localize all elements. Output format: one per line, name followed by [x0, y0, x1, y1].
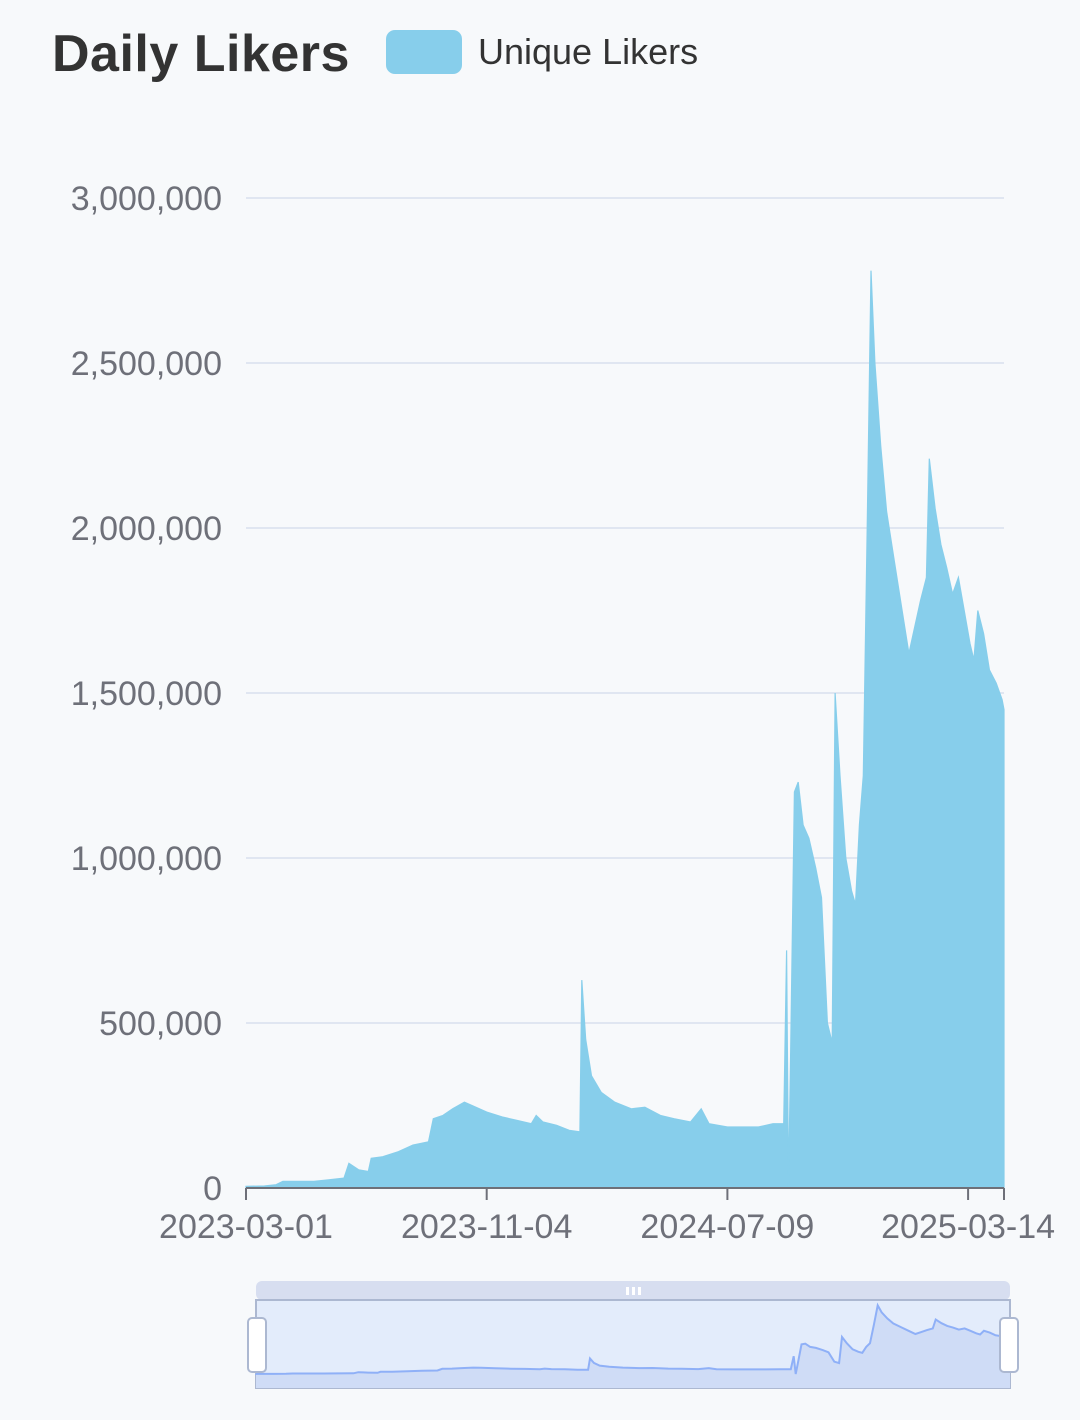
legend-item[interactable]: Unique Likers	[386, 30, 698, 74]
x-tick-label: 2023-11-04	[401, 1208, 572, 1246]
zoom-slider[interactable]	[247, 1281, 1019, 1389]
x-tick-label: 2024-07-09	[640, 1208, 814, 1246]
slider-grip	[632, 1287, 635, 1295]
y-tick-label: 3,000,000	[71, 180, 222, 218]
x-axis: 2023-03-01 2023-11-04 2024-07-09 2025-03-14	[159, 1187, 1055, 1246]
plot-area	[245, 270, 1005, 1189]
y-tick-label: 0	[203, 1170, 222, 1208]
y-tick-label: 500,000	[99, 1005, 222, 1043]
x-tick-label: 2023-03-01	[159, 1208, 333, 1246]
y-tick-label: 1,500,000	[71, 675, 222, 713]
legend-swatch	[386, 30, 462, 74]
slider-overview-line	[255, 1302, 1011, 1375]
series-unique-likers-area	[245, 270, 1005, 1189]
y-tick-label: 2,500,000	[71, 345, 222, 383]
slider-grip	[626, 1287, 629, 1295]
y-tick-label: 1,000,000	[71, 840, 222, 878]
legend-label: Unique Likers	[478, 31, 699, 72]
y-tick-label: 2,000,000	[71, 510, 222, 548]
x-tick-label: 2025-03-14	[881, 1208, 1055, 1246]
chart-title: Daily Likers	[52, 25, 350, 83]
y-axis: 0 500,000 1,000,000 1,500,000 2,000,000 2,500…	[71, 180, 222, 1208]
slider-handle-right[interactable]	[999, 1317, 1019, 1373]
slider-grip	[638, 1287, 641, 1295]
slider-handle-left[interactable]	[247, 1317, 267, 1373]
slider-overview-area	[256, 1305, 1010, 1388]
